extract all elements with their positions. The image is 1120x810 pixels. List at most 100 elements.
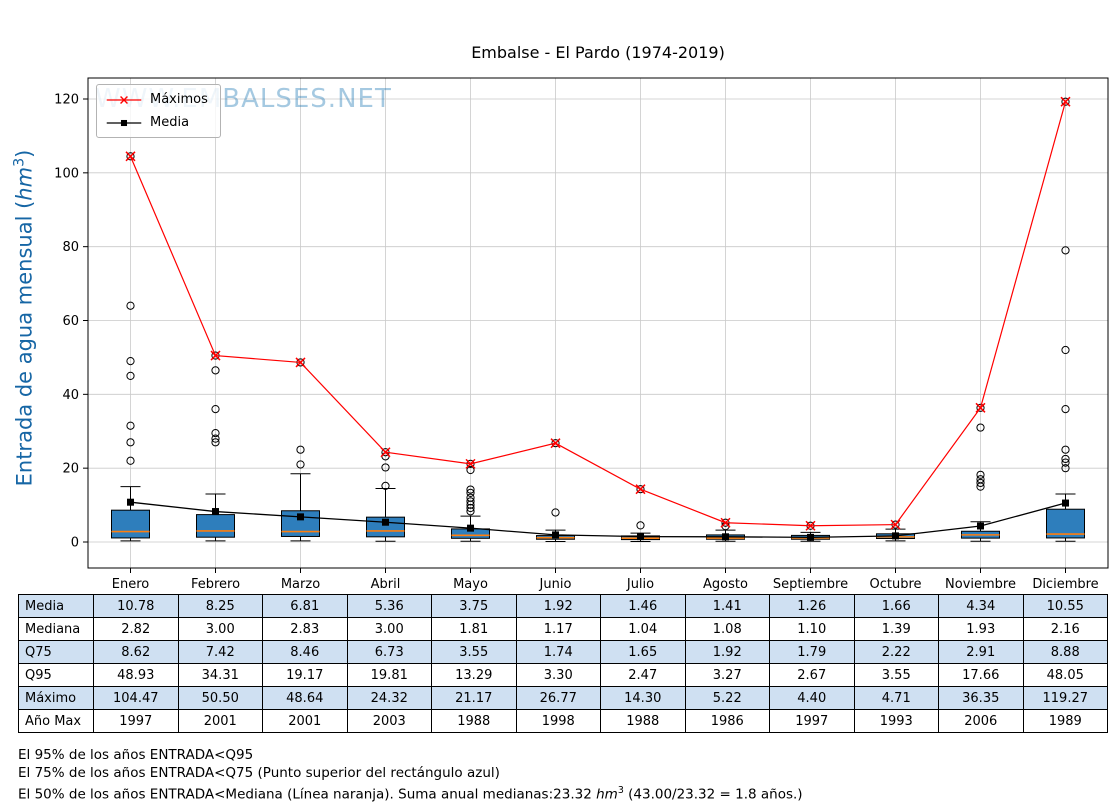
outlier-point xyxy=(466,497,475,506)
maximos-marker xyxy=(890,519,901,530)
outlier-point xyxy=(636,485,645,494)
table-cell: 1.92 xyxy=(684,640,770,664)
media-marker xyxy=(552,531,559,539)
table-cell: 1988 xyxy=(600,709,686,733)
table-cell: 1.65 xyxy=(600,640,686,664)
media-marker xyxy=(977,522,984,530)
table-cell: 19.17 xyxy=(262,663,348,687)
table-cell: 10.78 xyxy=(93,594,179,618)
table-cell: 1986 xyxy=(684,709,770,733)
table-cell: 1.74 xyxy=(515,640,601,664)
chart-svg: 0 20 40 60 80 100 120 Enero Febrero Marzo Abril May… xyxy=(54,77,1109,592)
table-cell: 3.00 xyxy=(177,617,263,641)
outlier-point xyxy=(126,438,135,447)
table-cell: 3.27 xyxy=(684,663,770,687)
media-line-square-icon xyxy=(106,119,142,126)
outlier-point xyxy=(211,405,220,414)
footnote-mediana-pre: El 50% de los años ENTRADA<Mediana (Líne… xyxy=(18,786,597,803)
outlier-point xyxy=(976,478,985,488)
outlier-point xyxy=(211,438,220,447)
media-line xyxy=(130,501,1066,538)
footnote-mediana-post: (43.00/23.32 = 1.8 años.) xyxy=(623,786,803,803)
outlier-point xyxy=(466,493,475,502)
outlier-point xyxy=(126,152,135,161)
y-tick-label: 100 xyxy=(54,166,79,181)
y-tick-label: 40 xyxy=(62,388,79,403)
table-cell: 2.67 xyxy=(769,663,855,687)
x-tick-label: Octubre xyxy=(869,577,921,592)
x-tick-label: Enero xyxy=(112,577,150,592)
maximos-marker xyxy=(805,520,816,531)
outlier-point xyxy=(466,503,475,513)
y-tick-label: 20 xyxy=(62,462,79,477)
table-cell: 13.29 xyxy=(431,663,517,687)
row-label: Media xyxy=(18,594,94,618)
table-cell: 2.22 xyxy=(853,640,939,664)
table-cell: 104.47 xyxy=(93,686,179,710)
footnote-unit: hm xyxy=(596,786,618,803)
table-cell: 1998 xyxy=(515,709,601,733)
table-cell: 1.39 xyxy=(853,617,939,641)
table-row-q95: Q95 48.93 34.31 19.17 19.81 13.29 3.30 2.47 3.27… xyxy=(18,663,1108,687)
outlier-point xyxy=(466,485,475,494)
table-cell: 2.47 xyxy=(600,663,686,687)
table-cell: 2.16 xyxy=(1022,617,1108,641)
footnotes: El 95% de los años ENTRADA<Q95 El 75% de… xyxy=(18,746,803,804)
x-tick-label: Noviembre xyxy=(945,577,1016,592)
table-cell: 36.35 xyxy=(938,686,1024,710)
y-axis-unit: hm xyxy=(12,166,37,201)
y-tick-label: 0 xyxy=(71,536,79,551)
x-tick-label: Febrero xyxy=(191,577,240,592)
maximos-marker xyxy=(1060,96,1071,107)
outlier-point xyxy=(1061,458,1070,467)
table-cell: 48.05 xyxy=(1022,663,1108,687)
maximos-line xyxy=(129,101,1067,527)
outlier-point xyxy=(1061,345,1070,355)
media-marker xyxy=(382,518,389,526)
stats-table: Media 10.78 8.25 6.81 5.36 3.75 1.92 1.46 1.41 1.… xyxy=(18,594,1108,733)
x-tick-label: Septiembre xyxy=(773,577,848,592)
footnote-unit-sup: 3 xyxy=(617,785,624,796)
table-cell: 2001 xyxy=(262,709,348,733)
table-cell: 8.88 xyxy=(1022,640,1108,664)
maximos-marker xyxy=(975,402,986,413)
y-tick-label: 60 xyxy=(62,314,79,329)
legend-label-media: Media xyxy=(150,115,190,130)
legend-label-maximos: Máximos xyxy=(150,92,208,107)
outlier-point xyxy=(1061,97,1070,106)
outlier-point xyxy=(126,371,135,380)
table-row-mediana: Mediana 2.82 3.00 2.83 3.00 1.81 1.17 1.04 1.08 1… xyxy=(18,617,1108,641)
box xyxy=(1046,508,1085,539)
outlier-point xyxy=(296,460,305,469)
table-cell: 1.66 xyxy=(853,594,939,618)
table-row-q75: Q75 8.62 7.42 8.46 6.73 3.55 1.74 1.65 1.92 1.79 2… xyxy=(18,640,1108,664)
x-tick-label: Julio xyxy=(626,577,654,592)
y-axis-label-close: ) xyxy=(12,149,37,158)
media-marker xyxy=(892,532,899,540)
outlier-point xyxy=(976,403,985,412)
outlier-point xyxy=(1061,246,1070,255)
outlier-point xyxy=(126,456,135,465)
row-label: Mediana xyxy=(18,617,94,641)
table-cell: 1993 xyxy=(853,709,939,733)
legend-item-media: Media xyxy=(105,115,208,130)
table-cell: 1.04 xyxy=(600,617,686,641)
media-marker xyxy=(467,524,474,532)
table-cell: 14.30 xyxy=(600,686,686,710)
row-label: Año Max xyxy=(18,709,94,733)
outlier-point xyxy=(381,481,390,490)
outlier-point xyxy=(1061,445,1070,454)
legend-item-maximos: Máximos xyxy=(105,92,208,107)
table-cell: 1.41 xyxy=(684,594,770,618)
maximos-marker xyxy=(295,357,306,368)
table-cell: 8.62 xyxy=(93,640,179,664)
table-cell: 3.55 xyxy=(853,663,939,687)
table-cell: 5.36 xyxy=(346,594,432,618)
table-cell: 1.81 xyxy=(431,617,517,641)
table-cell: 2.91 xyxy=(938,640,1024,664)
table-cell: 1.10 xyxy=(769,617,855,641)
table-cell: 2.83 xyxy=(262,617,348,641)
maximos-marker xyxy=(550,438,561,449)
table-cell: 26.77 xyxy=(515,686,601,710)
table-cell: 1.93 xyxy=(938,617,1024,641)
